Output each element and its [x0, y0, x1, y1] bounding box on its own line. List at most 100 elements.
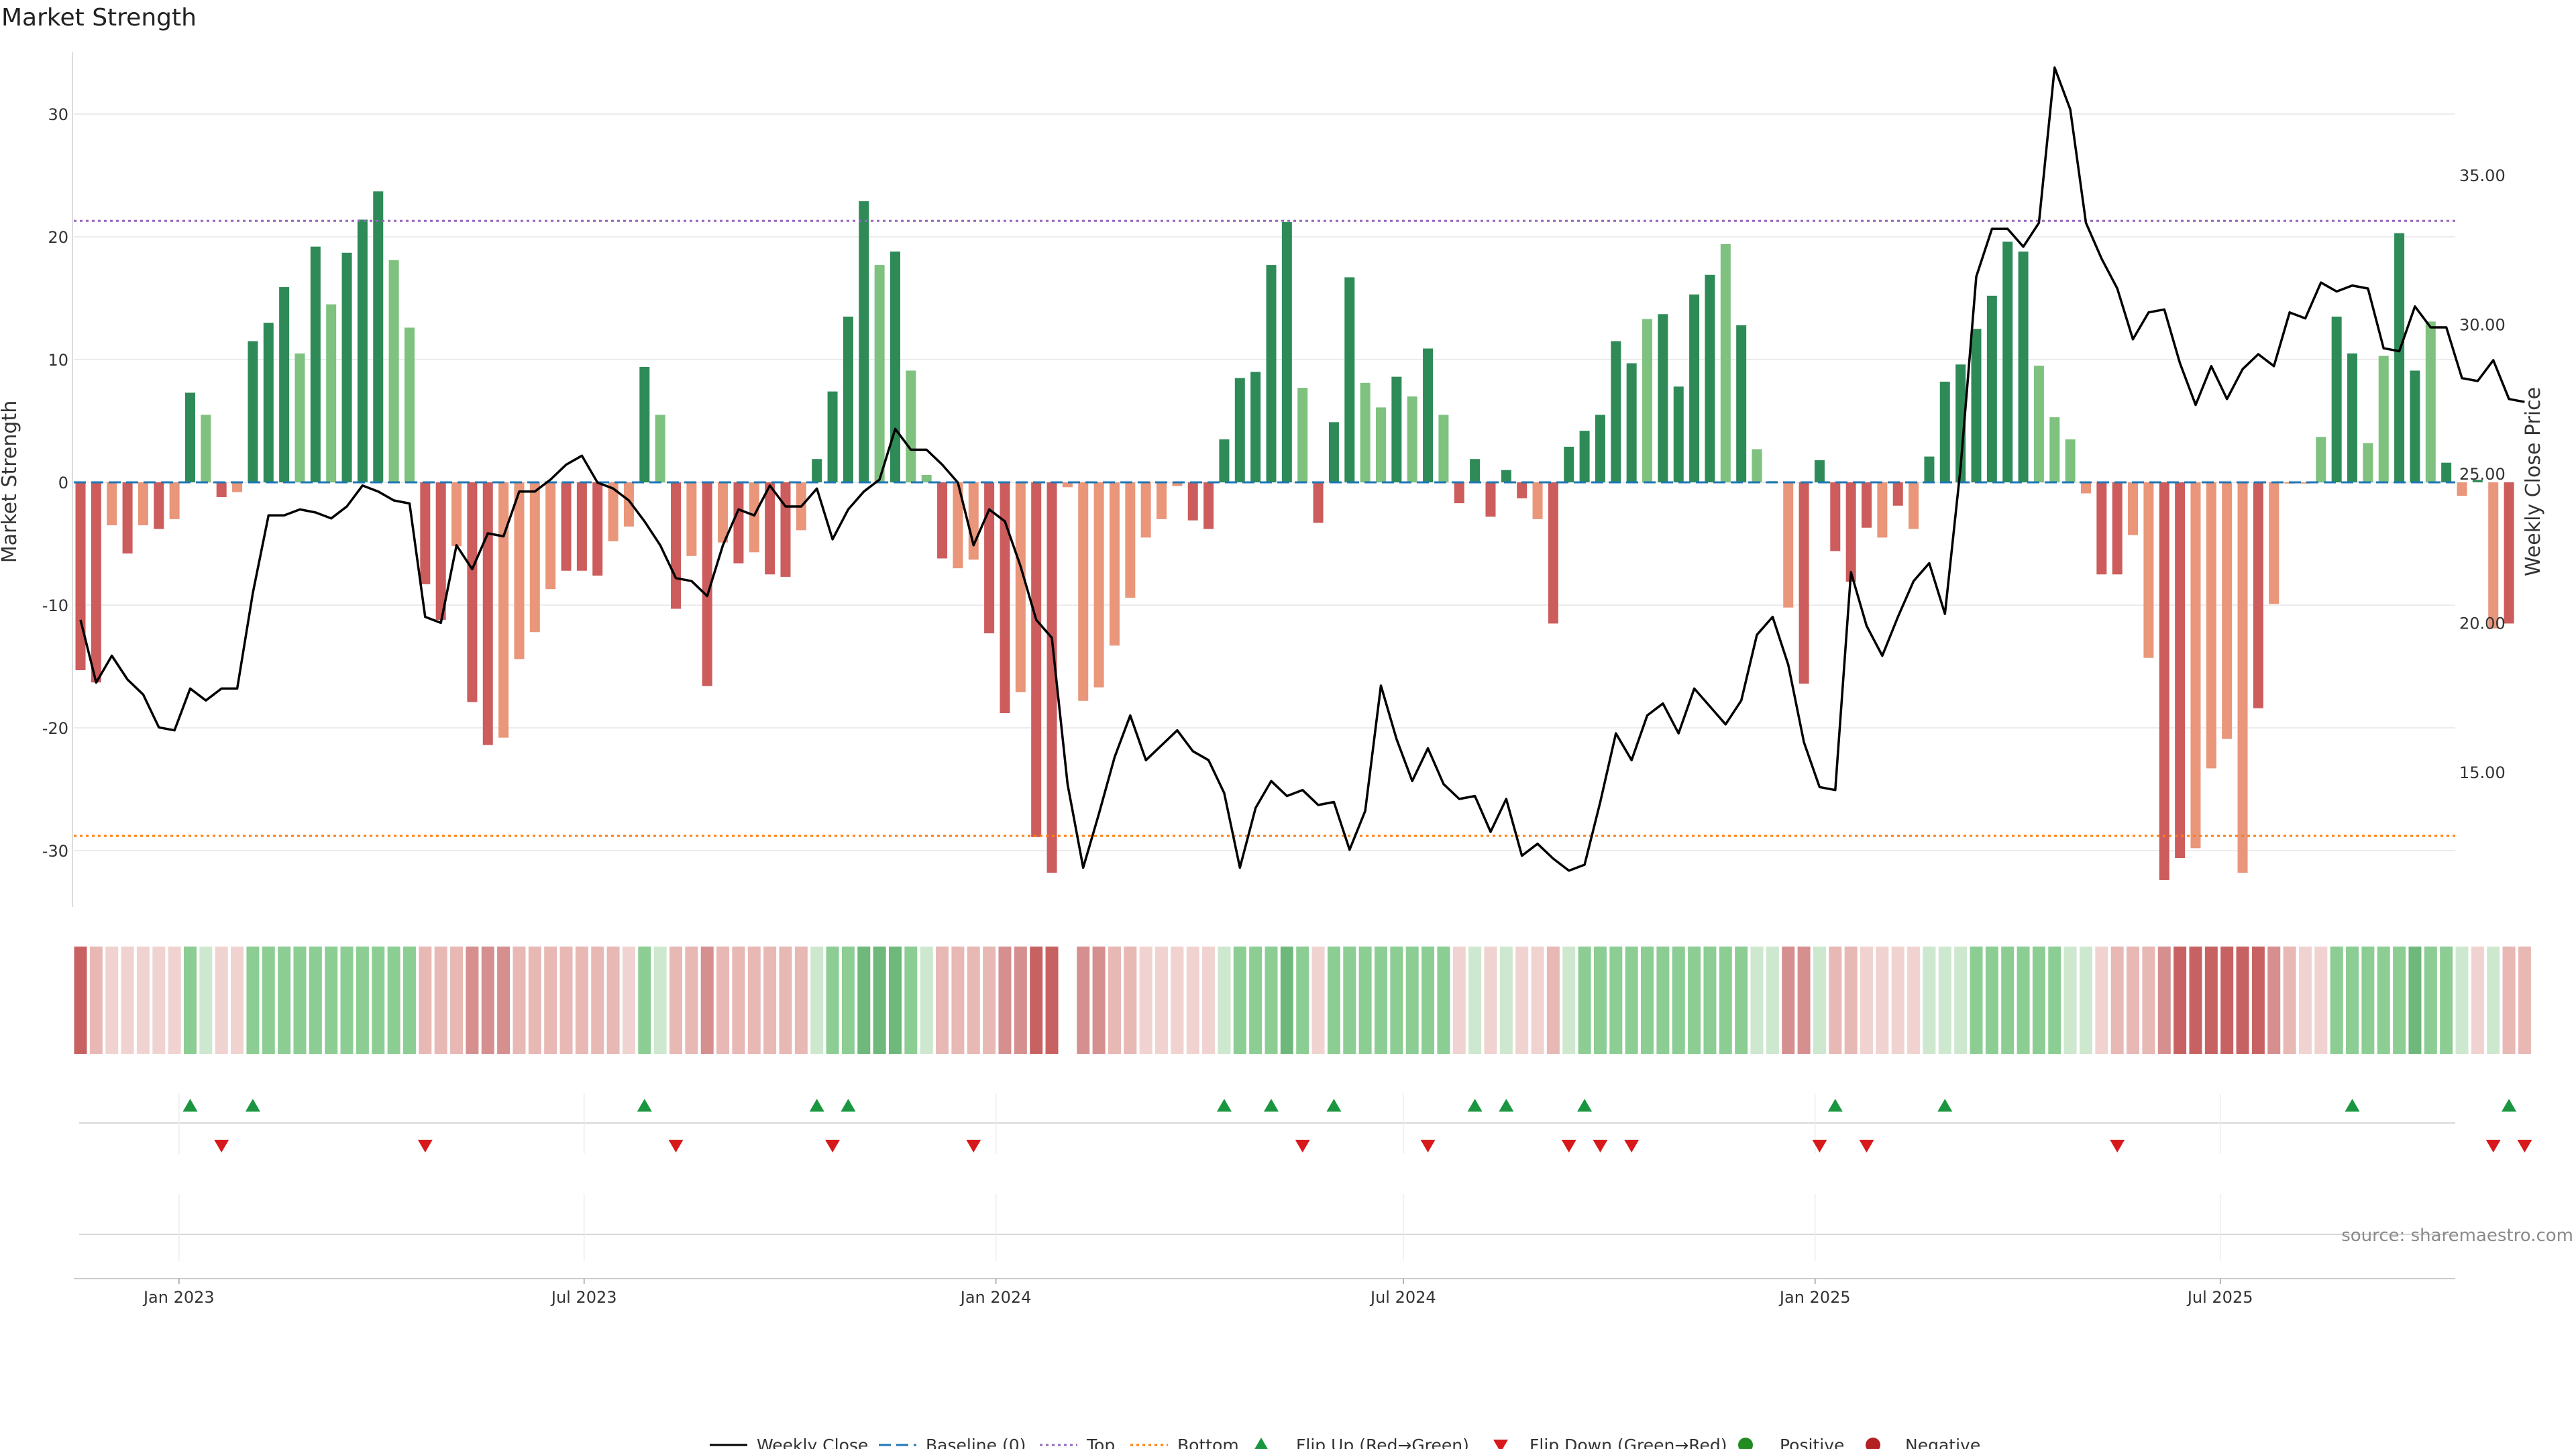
strength-bar — [1673, 386, 1684, 482]
strength-bar — [467, 482, 478, 702]
legend-positive-icon — [1738, 1438, 1753, 1449]
heat-cell — [2314, 947, 2328, 1054]
heat-cell — [1421, 947, 1435, 1054]
strength-bar — [1203, 482, 1214, 529]
legend-positive: Positive — [1780, 1436, 1844, 1449]
strength-bar — [2504, 482, 2514, 624]
strength-bar — [1752, 449, 1762, 482]
x-tick-label: Jan 2023 — [142, 1288, 215, 1307]
heat-cell — [1045, 947, 1059, 1054]
strength-bar — [420, 482, 431, 584]
heat-cell — [2095, 947, 2108, 1054]
heat-cell — [2174, 947, 2187, 1054]
heat-cell — [559, 947, 573, 1054]
strength-bar — [1595, 415, 1605, 482]
strength-bar — [921, 475, 932, 482]
flip-down-marker — [1295, 1140, 1310, 1152]
strength-bar — [1015, 482, 1026, 692]
heat-cell — [1452, 947, 1466, 1054]
chart-title: Market Strength — [1, 4, 197, 32]
legend-top: Top — [1086, 1436, 1115, 1449]
heat-cell — [936, 947, 949, 1054]
strength-bar — [184, 392, 195, 482]
y-tick-label: 10 — [48, 351, 68, 370]
heat-cell — [136, 947, 150, 1054]
strength-bar — [2065, 439, 2076, 482]
heat-cell — [2110, 947, 2124, 1054]
strength-bar — [639, 366, 650, 482]
heat-cell — [1437, 947, 1450, 1054]
y2-tick-label: 25.00 — [2459, 465, 2506, 484]
strength-bar — [1485, 482, 1496, 517]
heat-cell — [1265, 947, 1278, 1054]
heat-cell — [1829, 947, 1842, 1054]
heat-cell — [2079, 947, 2092, 1054]
strength-heat-strip — [74, 947, 2531, 1054]
x-axis: Jan 2023 Jul 2023 Jan 2024 Jul 2024 Jan 2025… — [74, 1278, 2455, 1307]
x-tick-label: Jul 2025 — [2186, 1288, 2253, 1307]
heat-cell — [810, 947, 824, 1054]
heat-cell — [1782, 947, 1795, 1054]
heat-cell — [1860, 947, 1874, 1054]
heat-cell — [215, 947, 228, 1054]
strength-bar — [827, 391, 838, 482]
heat-cell — [74, 947, 87, 1054]
strength-bar — [1892, 482, 1903, 506]
heat-cell — [1907, 947, 1921, 1054]
heat-cell — [434, 947, 447, 1054]
flip-down-marker — [214, 1140, 229, 1152]
strength-bar — [671, 482, 682, 609]
heat-cell — [183, 947, 197, 1054]
heat-cell — [685, 947, 698, 1054]
flip-down-marker — [417, 1140, 433, 1152]
strength-bar — [1705, 274, 1715, 482]
heat-cell — [1766, 947, 1779, 1054]
x-tick-label: Jul 2023 — [550, 1288, 617, 1307]
heat-cell — [1954, 947, 1968, 1054]
heat-cell — [794, 947, 808, 1054]
heat-cell — [325, 947, 338, 1054]
x-tick-label: Jan 2024 — [959, 1288, 1032, 1307]
flip-down-marker — [825, 1140, 841, 1152]
heat-cell — [1343, 947, 1356, 1054]
heat-cell — [998, 947, 1012, 1054]
heat-cell — [231, 947, 244, 1054]
strength-bar — [357, 219, 368, 482]
flip-down-marker — [668, 1140, 684, 1152]
strength-bar — [169, 482, 180, 519]
heat-cell — [2393, 947, 2406, 1054]
heat-cell — [168, 947, 181, 1054]
strength-bar — [1046, 482, 1057, 873]
x-tick-label: Jul 2024 — [1369, 1288, 1436, 1307]
strength-bar — [326, 304, 337, 482]
flip-up-marker — [2502, 1099, 2517, 1112]
heat-cell — [1593, 947, 1607, 1054]
strength-bar — [1862, 482, 1872, 528]
heat-cell — [2502, 947, 2516, 1054]
legend-weekly-close: Weekly Close — [757, 1436, 868, 1449]
heat-cell — [1609, 947, 1623, 1054]
flip-down-marker — [966, 1140, 981, 1152]
heat-cell — [2518, 947, 2531, 1054]
strength-bar — [2080, 482, 2091, 494]
strength-bar — [91, 482, 101, 683]
strength-bar — [2472, 480, 2483, 482]
heat-cell — [497, 947, 511, 1054]
strength-bar — [1799, 482, 1809, 684]
heat-cell — [606, 947, 620, 1054]
heat-cell — [246, 947, 260, 1054]
heat-cell — [779, 947, 792, 1054]
heat-cell — [2001, 947, 2015, 1054]
strength-bar — [1877, 482, 1888, 538]
strength-bar — [75, 482, 86, 670]
strength-bar — [1031, 482, 1042, 837]
strength-bar — [1720, 244, 1731, 482]
heat-cell — [293, 947, 307, 1054]
strength-bar — [1783, 482, 1794, 608]
strength-bar — [107, 482, 117, 526]
strength-bar — [1830, 482, 1841, 551]
heat-cell — [1656, 947, 1670, 1054]
heat-cell — [309, 947, 322, 1054]
heat-cell — [2142, 947, 2155, 1054]
heat-cell — [1735, 947, 1748, 1054]
